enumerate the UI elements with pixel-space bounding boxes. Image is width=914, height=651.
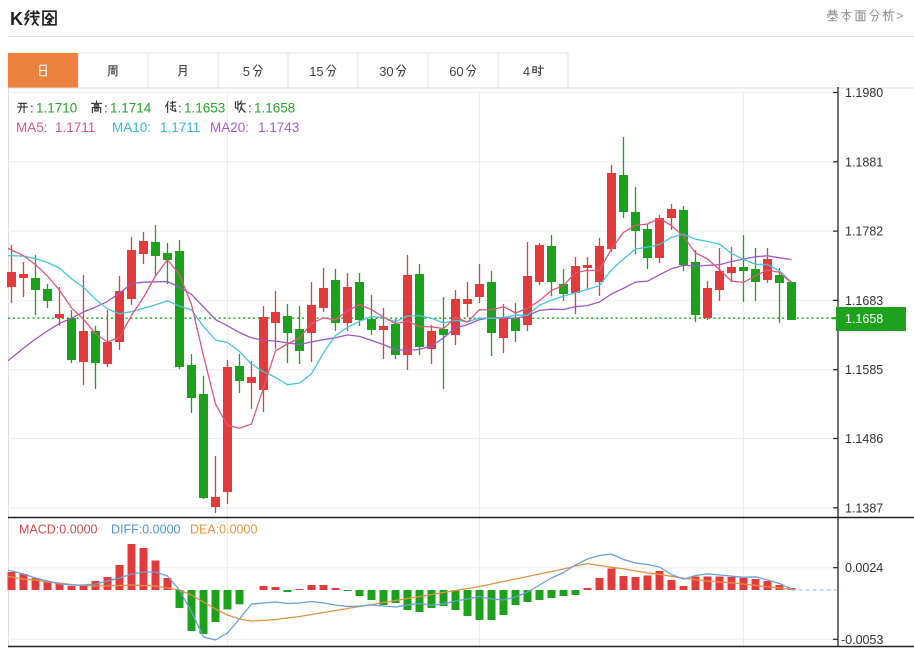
svg-text:1.1683: 1.1683 xyxy=(845,294,883,308)
svg-text::: : xyxy=(248,101,252,116)
svg-text:30: 30 xyxy=(379,64,393,79)
svg-text:-0.0053: -0.0053 xyxy=(841,633,883,647)
svg-text:MA20:: MA20: xyxy=(210,120,249,135)
svg-text::: : xyxy=(104,101,108,116)
svg-text:1.1658: 1.1658 xyxy=(845,312,883,326)
svg-text:1.1711: 1.1711 xyxy=(160,120,200,135)
svg-text:0.0024: 0.0024 xyxy=(845,561,883,575)
svg-text:DEA:0.0000: DEA:0.0000 xyxy=(190,523,257,537)
svg-text:1.1782: 1.1782 xyxy=(845,225,883,239)
svg-text:4: 4 xyxy=(523,64,530,79)
svg-text:K: K xyxy=(10,9,23,29)
svg-text:60: 60 xyxy=(449,64,463,79)
svg-text:1.1653: 1.1653 xyxy=(184,101,225,116)
svg-text:1.1980: 1.1980 xyxy=(845,86,883,100)
svg-text:>: > xyxy=(896,8,904,23)
svg-text:1.1881: 1.1881 xyxy=(845,155,883,169)
svg-text:1.1711: 1.1711 xyxy=(55,120,95,135)
svg-text:MA5:: MA5: xyxy=(16,120,48,135)
svg-text:MACD:0.0000: MACD:0.0000 xyxy=(19,523,98,537)
svg-text::: : xyxy=(30,101,34,116)
svg-text:1.1710: 1.1710 xyxy=(36,101,77,116)
svg-text:1.1486: 1.1486 xyxy=(845,432,883,446)
svg-text:1.1585: 1.1585 xyxy=(845,363,883,377)
svg-text:15: 15 xyxy=(309,64,323,79)
svg-text:1.1714: 1.1714 xyxy=(110,101,152,116)
svg-text::: : xyxy=(178,101,182,116)
svg-text:DIFF:0.0000: DIFF:0.0000 xyxy=(111,523,181,537)
svg-text:MA10:: MA10: xyxy=(112,120,151,135)
svg-text:5: 5 xyxy=(243,64,250,79)
svg-text:1.1743: 1.1743 xyxy=(258,120,299,135)
svg-text:1.1658: 1.1658 xyxy=(254,101,295,116)
svg-text:1.1387: 1.1387 xyxy=(845,501,883,515)
